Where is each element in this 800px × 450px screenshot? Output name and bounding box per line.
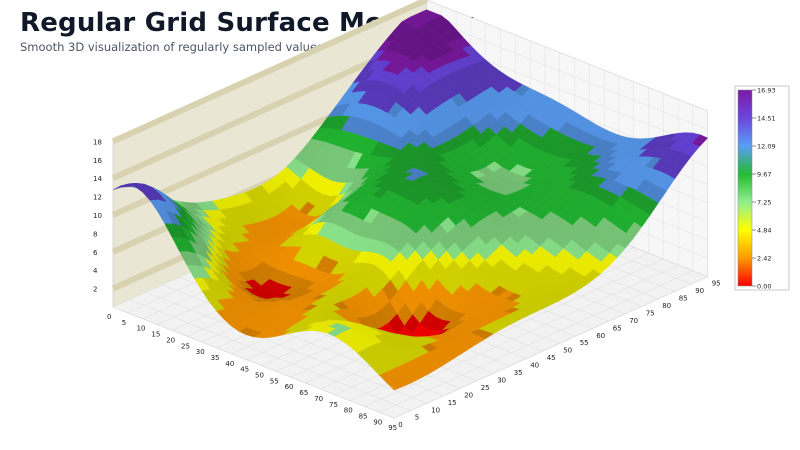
- colorbar: 16.93 14.51 12.09 9.67 7.25 4.84 2.42 0.00: [734, 85, 790, 291]
- y-tick-label: 95: [712, 280, 721, 288]
- y-tick-label: 70: [629, 317, 638, 325]
- floor-gridline: [379, 270, 694, 413]
- y-tick-label: 55: [580, 339, 589, 347]
- y-tick-label: 0: [398, 421, 402, 429]
- y-tick-label: 15: [448, 399, 457, 407]
- back-gridline: [426, 18, 708, 130]
- z-tick-label: 6: [93, 249, 98, 257]
- y-tick-label: 85: [679, 295, 688, 303]
- x-tick-label: 90: [373, 418, 382, 426]
- z-tick-label: 8: [93, 230, 97, 238]
- y-tick-label: 40: [530, 362, 539, 370]
- colorbar-tick-label: 16.93: [757, 87, 776, 95]
- surface-cell: [386, 379, 403, 391]
- colorbar-tick-label: 0.00: [757, 283, 771, 291]
- surface-mesh: [112, 9, 709, 391]
- floor-gridline: [145, 291, 428, 404]
- y-axis-ticks: 0 5 10 15 20 25 30 35 40 45 50 55 60 65 70 75 80 85 90 95: [398, 280, 720, 430]
- x-tick-label: 75: [329, 401, 338, 409]
- colorbar-gradient: [737, 89, 753, 287]
- x-tick-label: 70: [314, 395, 323, 403]
- x-tick-label: 0: [107, 313, 111, 321]
- y-tick-label: 90: [695, 287, 704, 295]
- floor-gridline: [364, 264, 679, 407]
- x-tick-label: 25: [181, 342, 190, 350]
- x-axis-ticks: 0 5 10 15 20 25 30 35 40 45 50 55 60 65 70 75 80 85 90 95: [107, 313, 397, 432]
- x-tick-label: 5: [122, 319, 126, 327]
- colorbar-tick-label: 7.25: [757, 199, 771, 207]
- y-tick-label: 25: [481, 384, 490, 392]
- z-tick-label: 4: [93, 267, 98, 275]
- z-tick-label: 12: [93, 194, 102, 202]
- y-tick-label: 20: [464, 391, 473, 399]
- y-tick-label: 5: [415, 414, 419, 422]
- x-tick-label: 30: [196, 348, 205, 356]
- colorbar-tick-label: 2.42: [757, 255, 771, 263]
- x-tick-label: 40: [225, 360, 234, 368]
- x-tick-label: 60: [285, 383, 294, 391]
- colorbar-tick-label: 12.09: [757, 143, 776, 151]
- x-tick-label: 35: [211, 354, 220, 362]
- x-tick-label: 45: [240, 366, 249, 374]
- x-tick-label: 15: [151, 331, 160, 339]
- x-tick-label: 65: [299, 389, 308, 397]
- left-wall-band: [112, 18, 427, 161]
- x-tick-label: 85: [359, 412, 368, 420]
- z-tick-label: 14: [93, 175, 102, 183]
- back-gridline: [426, 0, 708, 112]
- colorbar-tick-label: 4.84: [757, 227, 771, 235]
- colorbar-tick-label: 14.51: [757, 115, 776, 123]
- x-tick-label: 10: [137, 325, 146, 333]
- x-tick-label: 55: [270, 377, 279, 385]
- y-tick-label: 75: [646, 309, 655, 317]
- left-wall-band: [111, 0, 428, 145]
- y-tick-label: 35: [514, 369, 523, 377]
- y-tick-label: 60: [596, 332, 605, 340]
- x-tick-label: 20: [166, 336, 175, 344]
- floor-gridline: [394, 276, 708, 419]
- y-tick-label: 65: [613, 324, 622, 332]
- x-tick-label: 50: [255, 372, 264, 380]
- x-tick-label: 80: [344, 407, 353, 415]
- y-tick-label: 30: [497, 376, 506, 384]
- y-tick-label: 50: [563, 347, 572, 355]
- x-tick-label: 95: [388, 424, 397, 432]
- z-axis-ticks: 2 4 6 8 10 12 14 16 18: [93, 138, 102, 293]
- colorbar-tick-label: 9.67: [757, 171, 771, 179]
- z-tick-label: 18: [93, 138, 102, 146]
- y-tick-label: 80: [662, 302, 671, 310]
- y-tick-label: 45: [547, 354, 556, 362]
- z-tick-label: 16: [93, 157, 102, 165]
- floor-gridline: [112, 306, 395, 419]
- z-tick-label: 2: [93, 286, 97, 294]
- z-tick-label: 10: [93, 212, 102, 220]
- floor-gridline: [129, 299, 411, 411]
- y-tick-label: 10: [431, 406, 440, 414]
